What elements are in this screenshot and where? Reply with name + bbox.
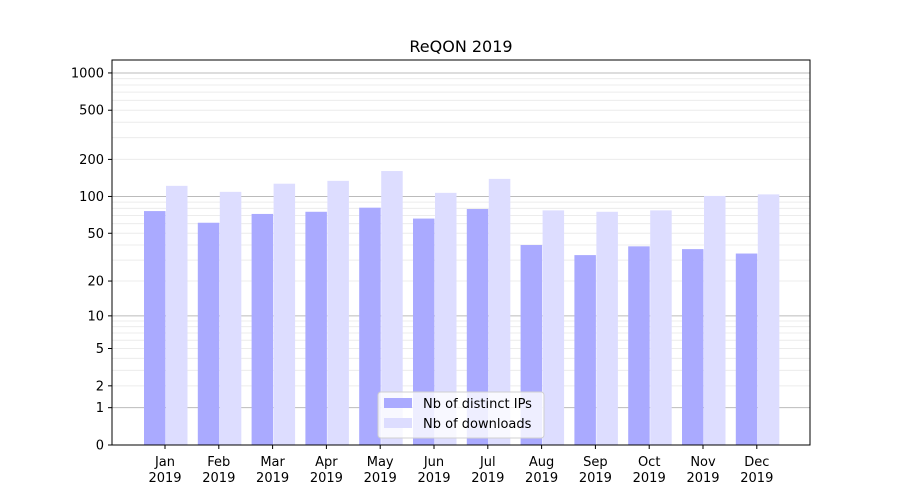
x-tick-label: Mar	[260, 455, 285, 470]
legend-box	[377, 391, 545, 439]
x-tick-label: Oct	[638, 455, 660, 470]
x-tick-label: 2019	[310, 471, 343, 486]
bar-downloads	[650, 210, 672, 445]
bar-downloads	[273, 183, 296, 445]
bar-downloads	[542, 210, 565, 445]
y-tick-label: 5	[96, 342, 104, 357]
x-tick-label: 2019	[417, 471, 450, 486]
x-tick-label: 2019	[471, 471, 504, 486]
bar-downloads	[381, 171, 403, 445]
y-tick-label: 10	[87, 309, 104, 324]
legend-swatch	[384, 418, 412, 428]
chart-title: ReQON 2019	[409, 37, 512, 56]
x-tick-label: Jun	[423, 455, 444, 470]
bar-ips	[628, 246, 650, 445]
x-tick-label: 2019	[148, 471, 181, 486]
x-tick-label: 2019	[740, 471, 773, 486]
bar-ips	[735, 253, 758, 445]
y-tick-label: 1000	[71, 66, 104, 81]
x-tick-label: 2019	[686, 471, 719, 486]
bar-ips	[197, 222, 220, 445]
x-tick-label: 2019	[256, 471, 289, 486]
bar-ips	[413, 218, 435, 445]
x-tick-label: Dec	[744, 455, 769, 470]
bar-ips	[251, 213, 274, 445]
y-tick-label: 2	[96, 379, 104, 394]
bar-downloads	[488, 178, 511, 445]
legend: Nb of distinct IPs Nb of downloads	[377, 391, 545, 439]
bar-downloads	[435, 192, 457, 445]
y-tick-label: 100	[79, 190, 104, 205]
x-tick-label: 2019	[579, 471, 612, 486]
x-tick-label: Sep	[583, 455, 608, 470]
bar-downloads	[757, 194, 780, 445]
x-tick-label: Jul	[479, 455, 496, 470]
y-tick-label: 50	[87, 227, 104, 242]
bar-ips	[466, 209, 489, 445]
x-tick-label: Feb	[207, 455, 230, 470]
bar-ips	[305, 211, 327, 445]
plot-frame	[111, 59, 811, 446]
x-tick-label: 2019	[633, 471, 666, 486]
x-tick-label: 2019	[364, 471, 397, 486]
x-tick-label: 2019	[525, 471, 558, 486]
legend-label: Nb of downloads	[423, 417, 532, 432]
y-tick-label: 500	[79, 104, 104, 119]
bar-ips	[682, 249, 704, 445]
x-tick-label: Nov	[690, 455, 716, 470]
y-tick-label: 200	[79, 153, 104, 168]
y-tick-label: 20	[87, 275, 104, 290]
x-tick-label: May	[367, 455, 394, 470]
legend-label: Nb of distinct IPs	[423, 397, 532, 412]
legend-swatch	[384, 398, 412, 408]
y-tick-label: 0	[96, 439, 104, 454]
bar-ips	[144, 211, 166, 445]
y-tick-label: 1	[96, 401, 104, 416]
bar-downloads	[704, 195, 726, 445]
bar-downloads	[327, 180, 349, 445]
x-tick-label: Apr	[315, 455, 338, 470]
x-tick-label: Aug	[529, 455, 554, 470]
bar-downloads	[166, 185, 188, 446]
bar-downloads	[596, 211, 618, 445]
x-tick-label: 2019	[202, 471, 235, 486]
bar-ips	[574, 255, 596, 445]
bar-downloads	[219, 191, 242, 445]
bar-ips	[359, 207, 381, 445]
x-tick-label: Jan	[154, 455, 175, 470]
